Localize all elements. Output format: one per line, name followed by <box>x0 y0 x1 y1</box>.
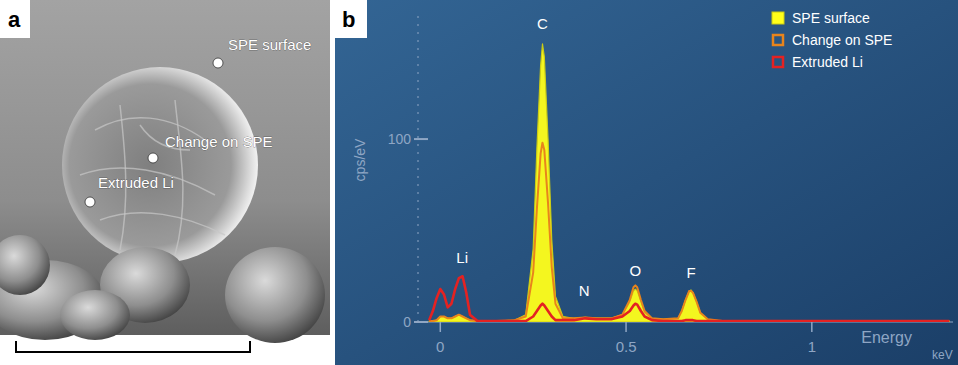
sem-wrinkle <box>100 213 225 235</box>
legend-swatch <box>772 12 784 24</box>
legend-swatch <box>773 57 783 67</box>
peak-label: F <box>686 264 695 281</box>
x-tick-label: 1 <box>808 338 816 355</box>
sem-point <box>148 153 158 163</box>
y-tick <box>414 321 428 323</box>
legend: SPE surface Change on SPE Extruded Li <box>772 10 892 70</box>
peak-label: O <box>630 262 642 279</box>
sem-label: Extruded Li <box>98 174 174 191</box>
peak-label: N <box>579 282 590 299</box>
x-tick-label: 0.5 <box>616 338 637 355</box>
sem-label: Change on SPE <box>165 133 273 150</box>
y-axis <box>418 11 419 322</box>
panel-label-box <box>335 0 367 38</box>
legend-label: Extruded Li <box>792 54 863 70</box>
x-axis-label: Energy <box>861 329 912 346</box>
peak-label: C <box>537 15 548 32</box>
y-tick-label: 0 <box>403 314 411 330</box>
chart-background <box>335 0 958 365</box>
figure: aSPE surfaceChange on SPEExtruded Lib010… <box>0 0 958 365</box>
panel-label: a <box>8 7 21 32</box>
spectrum-panel: b 0 100 0 0.5 1 Energy keV cps/eV Li C N O F SPE surfa… <box>335 0 958 365</box>
sem-label: SPE surface <box>228 36 311 53</box>
sem-particle <box>62 67 258 263</box>
sem-clump <box>225 247 325 343</box>
x-tick-label: 0 <box>436 338 444 355</box>
sem-clump <box>0 235 50 295</box>
sem-point <box>213 58 223 68</box>
legend-label: Change on SPE <box>792 32 892 48</box>
sem-clump <box>60 290 130 340</box>
peak-label: Li <box>456 249 468 266</box>
panel-label: b <box>342 7 355 32</box>
x-tick <box>440 322 442 332</box>
x-tick <box>811 322 813 332</box>
sem-wrinkle <box>80 168 215 195</box>
scale-bar <box>16 341 250 352</box>
x-axis-unit: keV <box>932 348 953 362</box>
y-tick <box>414 138 428 140</box>
y-axis-label: cps/eV <box>352 138 368 181</box>
spectrum-area <box>429 44 949 322</box>
sem-panel: a SPE surface Change on SPE Extruded Li <box>0 0 330 352</box>
sem-point <box>85 197 95 207</box>
legend-label: SPE surface <box>792 10 870 26</box>
sem-wrinkle <box>175 100 183 255</box>
spectrum-line <box>429 276 949 321</box>
legend-swatch <box>773 35 783 45</box>
panel-label-box <box>0 0 30 38</box>
plot-area <box>429 44 949 322</box>
x-tick <box>625 322 627 332</box>
y-tick-label: 100 <box>388 131 412 147</box>
spectrum-line <box>429 143 949 321</box>
